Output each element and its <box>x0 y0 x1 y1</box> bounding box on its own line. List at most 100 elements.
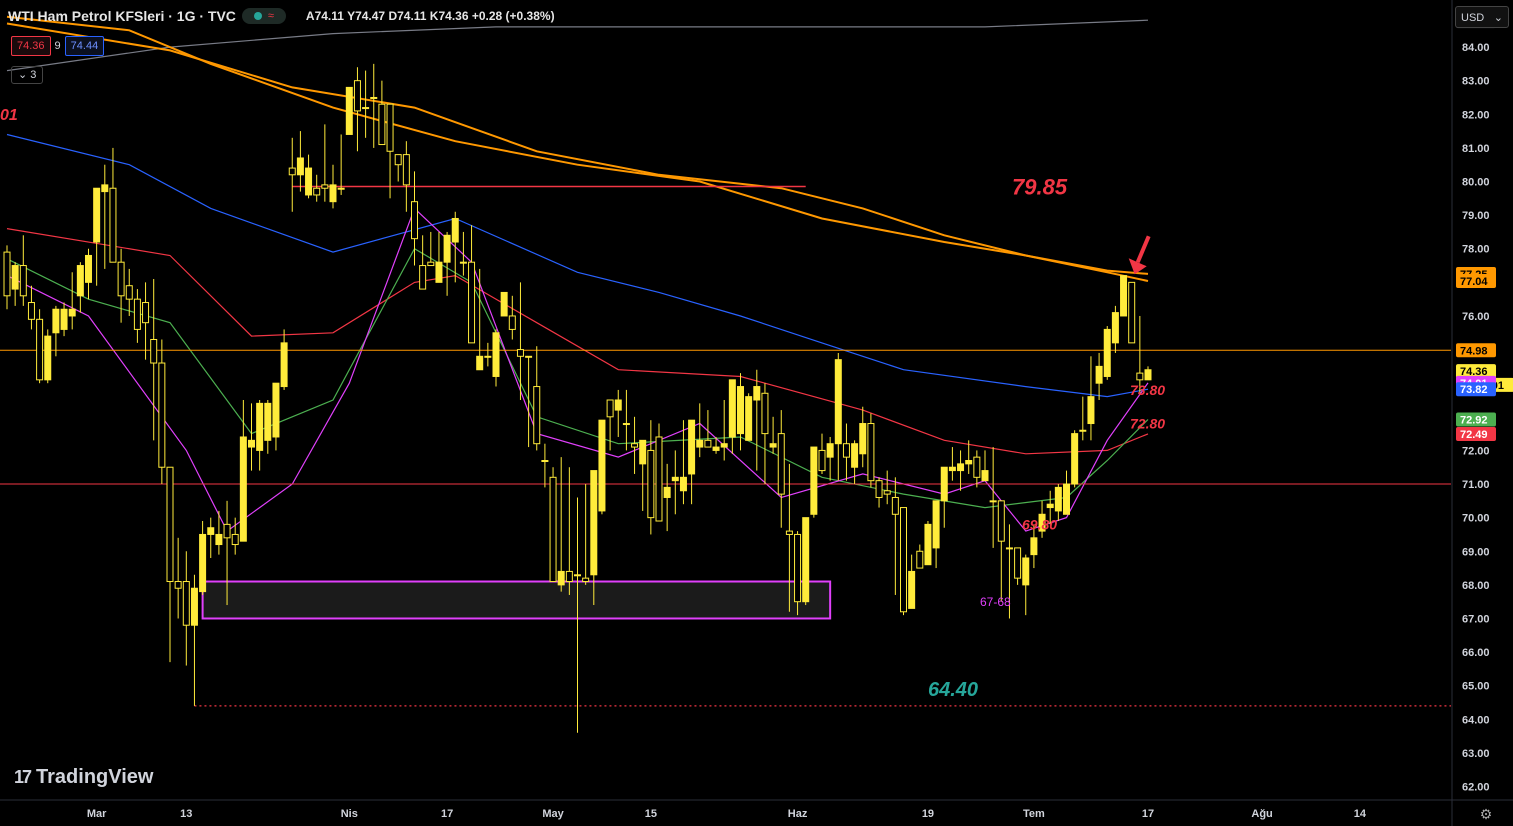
candle-body-up <box>598 419 606 512</box>
price-tick-label: 65.00 <box>1462 681 1490 693</box>
candle <box>256 400 264 471</box>
candle-body-up <box>362 107 370 110</box>
candle-body-down <box>378 103 386 146</box>
candle <box>109 147 117 263</box>
candle-body-up <box>1005 547 1013 550</box>
candle <box>207 517 215 558</box>
candle-body-down <box>777 433 785 495</box>
time-tick-label: Haz <box>788 808 808 820</box>
hidden-indicators-count: 3 <box>30 69 37 81</box>
candle <box>900 507 907 616</box>
candle <box>940 466 948 528</box>
candle <box>908 554 916 609</box>
candle-body-up <box>1111 312 1119 344</box>
candle <box>36 309 44 384</box>
candle <box>606 399 614 451</box>
market-status-badge[interactable]: ≈ <box>241 8 286 24</box>
candle <box>19 235 27 306</box>
symbol-header[interactable]: WTI Ham Petrol KFSleri · 1G · TVC ≈ A74.… <box>8 8 555 24</box>
candle <box>1030 524 1038 569</box>
candle-body-up <box>11 265 19 290</box>
candle <box>199 521 207 595</box>
candle-body-up <box>1144 369 1152 381</box>
candle <box>264 400 272 454</box>
candle-body-up <box>639 439 647 465</box>
indicator-legend[interactable]: 74.36 9 74.44 <box>11 36 105 56</box>
candle <box>590 470 598 606</box>
candle <box>248 403 255 471</box>
candle-body-up <box>101 184 109 193</box>
candle-body-up <box>1071 433 1079 485</box>
candle <box>981 450 989 482</box>
down-arrow-icon <box>1128 235 1151 275</box>
candle <box>1071 430 1079 488</box>
indicator-value-chip-secondary[interactable]: 74.44 <box>64 36 105 56</box>
candle-body-up <box>76 265 84 297</box>
candle-body-down <box>321 184 329 189</box>
time-tick-label: 14 <box>1354 808 1367 820</box>
level-annotation: 64.40 <box>928 679 978 701</box>
time-tick-label: 15 <box>645 808 657 820</box>
candle <box>997 500 1005 602</box>
candle <box>1038 500 1046 538</box>
candle-body-up <box>671 476 679 482</box>
candle-body-down <box>916 550 924 569</box>
candle-body-down <box>468 261 476 344</box>
candle-body-up <box>965 460 973 465</box>
candle <box>468 225 476 344</box>
price-tick-label: 83.00 <box>1462 76 1490 88</box>
price-label-badge: 72.49 <box>1456 426 1496 441</box>
candle-body-down <box>402 154 410 186</box>
candle <box>745 393 753 441</box>
candle <box>973 450 981 488</box>
candle <box>924 521 932 566</box>
indicators-collapse-button[interactable]: ⌄ 3 <box>11 66 44 84</box>
candle <box>688 419 696 505</box>
candle <box>1079 396 1087 441</box>
candle-body-down <box>631 443 639 448</box>
candle <box>386 103 394 199</box>
candle-body-up <box>989 500 997 503</box>
candle-body-up <box>1054 486 1062 512</box>
indicator-period: 9 <box>54 40 61 52</box>
candle <box>296 131 304 192</box>
candle-body-up <box>728 379 736 438</box>
symbol-title[interactable]: WTI Ham Petrol KFSleri · 1G · TVC <box>8 8 236 24</box>
price-tick-label: 84.00 <box>1462 42 1490 54</box>
candle <box>1111 305 1119 353</box>
candle-body-up <box>52 308 60 334</box>
candle <box>93 187 101 286</box>
candle-body-down <box>508 315 516 330</box>
candle-body-up <box>1087 396 1095 425</box>
candle-body-down <box>427 261 435 267</box>
candle-body-up <box>940 466 948 502</box>
candle <box>1063 470 1070 515</box>
chevron-down-icon: ⌄ <box>1493 12 1503 24</box>
candle <box>484 342 492 367</box>
level-annotation: 69.80 <box>1022 516 1057 532</box>
price-label-text: 77.04 <box>1460 276 1488 288</box>
candle-body-down <box>582 577 590 583</box>
candle <box>353 67 361 152</box>
candle <box>842 423 850 481</box>
candle-body-down <box>997 500 1005 542</box>
candle-body-down <box>516 349 524 357</box>
candle <box>166 466 174 663</box>
candle <box>810 446 818 518</box>
candle-body-up <box>1038 513 1046 532</box>
candle-body-down <box>1128 281 1136 344</box>
candle-body-up <box>492 332 500 377</box>
currency-select[interactable]: USD ⌄ <box>1455 6 1509 28</box>
indicator-value-chip[interactable]: 74.36 <box>11 36 51 56</box>
candle-body-down <box>842 443 850 458</box>
time-tick-label: 13 <box>180 808 192 820</box>
candle <box>753 369 761 471</box>
settings-gear-icon[interactable]: ⚙ <box>1479 806 1493 822</box>
level-annotation: 72.80 <box>1130 415 1165 431</box>
candle <box>150 278 158 441</box>
tradingview-wordmark: TradingView <box>36 766 154 788</box>
candle <box>712 436 720 454</box>
candle-body-up <box>924 523 932 566</box>
candle <box>1128 281 1136 344</box>
